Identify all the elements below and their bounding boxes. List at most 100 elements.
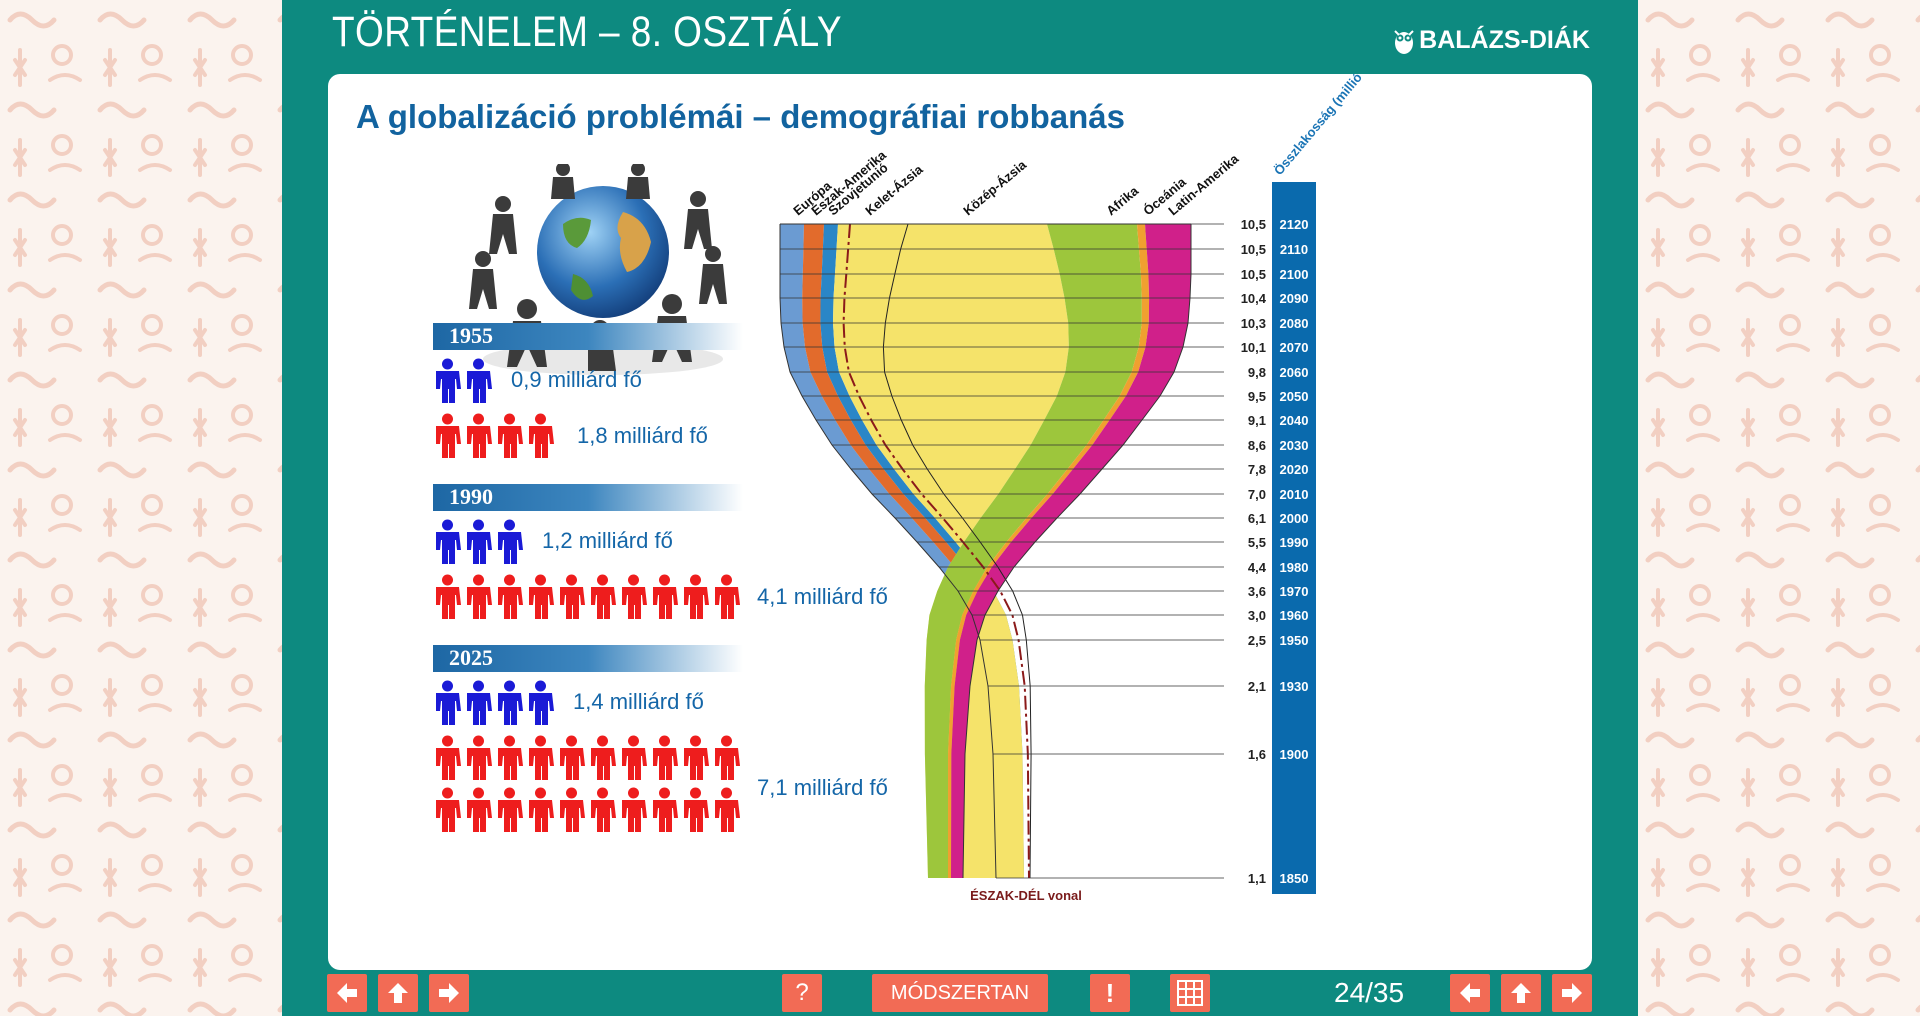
year-banner-1955: 1955 [433, 323, 743, 350]
red-label-1955: 1,8 milliárd fő [577, 423, 708, 448]
person-icon [526, 413, 555, 464]
person-icon [433, 358, 462, 409]
page-indicator: 24/35 [1334, 977, 1405, 1008]
red-figures-2025 [433, 735, 743, 786]
arrow-right-icon [1562, 983, 1582, 1003]
person-icon [619, 574, 648, 625]
total-value: 1,1 [1248, 871, 1266, 886]
alert-button[interactable]: ! [1090, 974, 1130, 1012]
red-figures-1990 [433, 574, 743, 625]
arrow-left-icon [337, 983, 357, 1003]
year-label: 2025 [449, 645, 493, 670]
grid-button[interactable] [1170, 974, 1210, 1012]
person-icon [526, 574, 555, 625]
content-panel: A globalizáció problémái – demográfiai r… [328, 74, 1592, 970]
total-value: 2,5 [1248, 633, 1266, 648]
person-icon [433, 787, 462, 838]
person-icon [712, 574, 741, 625]
person-icon [433, 680, 462, 731]
person-icon [464, 413, 493, 464]
blue-label-1990: 1,2 milliárd fő [542, 528, 673, 553]
person-icon [433, 574, 462, 625]
total-value: 10,5 [1241, 267, 1266, 282]
person-icon [495, 413, 524, 464]
total-value: 4,4 [1248, 560, 1267, 575]
person-icon [464, 519, 493, 570]
blue-label-1955: 0,9 milliárd fő [511, 367, 642, 392]
person-icon [557, 735, 586, 786]
year-value: 2100 [1280, 267, 1309, 282]
person-icon [557, 787, 586, 838]
band-asia [833, 224, 1069, 878]
person-icon [433, 519, 462, 570]
year-value: 1960 [1280, 608, 1309, 623]
year-label: 1990 [449, 484, 493, 509]
year-value: 2060 [1280, 365, 1309, 380]
person-icon [495, 519, 524, 570]
year-value: 2050 [1280, 389, 1309, 404]
person-icon [588, 735, 617, 786]
red-figures-1955 [433, 413, 557, 464]
year-value: 2120 [1280, 217, 1309, 232]
prev-button[interactable] [327, 974, 367, 1012]
person-icon [526, 680, 555, 731]
person-icon [712, 787, 741, 838]
year-banner-2025: 2025 [433, 645, 743, 672]
person-icon [619, 787, 648, 838]
year-value: 2040 [1280, 413, 1309, 428]
year-value: 1900 [1280, 747, 1309, 762]
next-button[interactable] [429, 974, 469, 1012]
arrow-up-icon [388, 983, 408, 1003]
year-value: 2090 [1280, 291, 1309, 306]
red-label-2025: 7,1 milliárd fő [757, 775, 888, 800]
brand-name: BALÁZS-DIÁK [1419, 26, 1590, 54]
person-icon [650, 574, 679, 625]
total-value: 10,4 [1241, 291, 1267, 306]
background-pattern-right [1638, 0, 1920, 1016]
year-value: 1970 [1280, 584, 1309, 599]
person-icon [619, 735, 648, 786]
page-title: A globalizáció problémái – demográfiai r… [356, 98, 1125, 135]
person-icon [588, 574, 617, 625]
year-value: 1850 [1280, 871, 1309, 886]
year-value: 2010 [1280, 487, 1309, 502]
person-icon [495, 735, 524, 786]
person-icon [464, 735, 493, 786]
person-icon [588, 787, 617, 838]
blue-label-2025: 1,4 milliárd fő [573, 689, 704, 714]
person-icon [433, 413, 462, 464]
total-axis-bar [1272, 182, 1316, 894]
total-value: 10,3 [1241, 316, 1266, 331]
background-pattern-left [0, 0, 282, 1016]
help-button[interactable]: ? [782, 974, 822, 1012]
method-button[interactable]: MÓDSZERTAN [872, 974, 1048, 1012]
person-icon [526, 787, 555, 838]
prev-page-button[interactable] [1450, 974, 1490, 1012]
total-value: 6,1 [1248, 511, 1266, 526]
total-value: 7,8 [1248, 462, 1266, 477]
year-value: 2080 [1280, 316, 1309, 331]
year-label: 1955 [449, 323, 493, 348]
brand-logo: BALÁZS-DIÁK [1393, 26, 1590, 55]
band-africa [924, 224, 1142, 878]
total-value: 9,1 [1248, 413, 1266, 428]
owl-icon [1394, 29, 1414, 54]
person-icon [495, 680, 524, 731]
next-page-button[interactable] [1552, 974, 1592, 1012]
person-icon [464, 787, 493, 838]
series-label: Afrika [1103, 183, 1141, 219]
north-south-label: ÉSZAK-DÉL vonal [970, 888, 1082, 903]
total-value: 8,6 [1248, 438, 1266, 453]
grid-icon [1177, 980, 1203, 1006]
year-value: 1990 [1280, 535, 1309, 550]
total-value: 10,5 [1241, 217, 1266, 232]
person-icon [495, 574, 524, 625]
person-icon [681, 787, 710, 838]
year-value: 1950 [1280, 633, 1309, 648]
year-value: 2110 [1280, 242, 1308, 257]
person-icon [495, 787, 524, 838]
home-button[interactable] [378, 974, 418, 1012]
total-value: 2,1 [1248, 679, 1266, 694]
total-value: 1,6 [1248, 747, 1266, 762]
up-button[interactable] [1501, 974, 1541, 1012]
